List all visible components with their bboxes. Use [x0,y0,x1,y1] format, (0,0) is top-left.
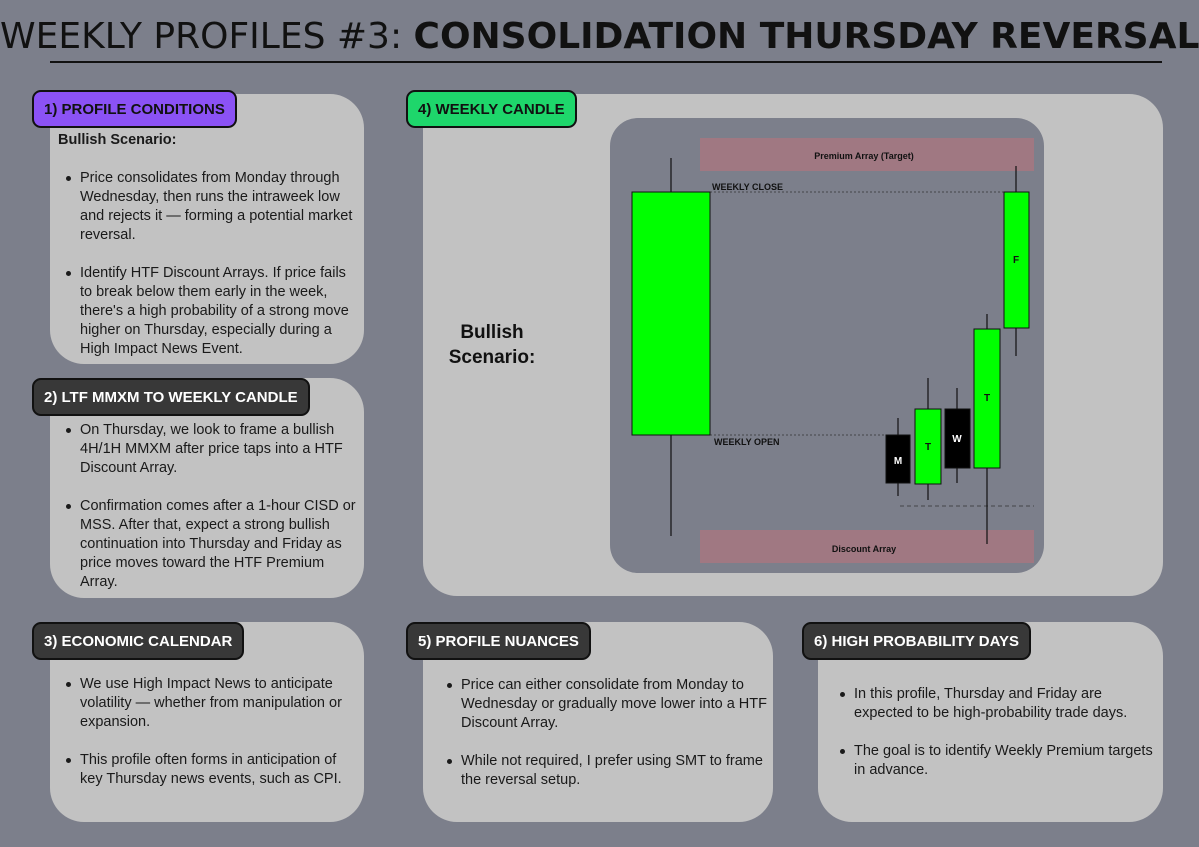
ltf-mmxm-text: On Thursday, we look to frame a bullish … [58,421,360,611]
friday-candle [1003,191,1030,329]
title-main: CONSOLIDATION THURSDAY REVERSAL [413,16,1199,57]
high-probability-days-list: In this profile, Thursday and Friday are… [832,685,1158,780]
weekly-candle-label: 4) WEEKLY CANDLE [406,90,577,128]
profile-conditions-label: 1) PROFILE CONDITIONS [32,90,237,128]
profile-conditions-list: Price consolidates from Monday through W… [58,169,360,359]
economic-calendar-label: 3) ECONOMIC CALENDAR [32,622,245,660]
weekly-open-label: WEEKLY OPEN [714,437,780,447]
weekly-candle-body [631,191,711,436]
list-item: On Thursday, we look to frame a bullish … [58,421,360,478]
tuesday-candle [914,408,942,485]
title-underline [50,61,1162,63]
weekly-close-label: WEEKLY CLOSE [712,182,783,192]
list-item: While not required, I prefer using SMT t… [439,752,769,790]
thursday-candle [973,328,1001,469]
profile-conditions-card [50,94,364,364]
premium-array-zone [700,138,1034,171]
list-item: Identify HTF Discount Arrays. If price f… [58,264,360,359]
premium-array-label: Premium Array (Target) [814,151,914,161]
friday-label: F [1013,255,1019,266]
list-item: Price can either consolidate from Monday… [439,676,769,733]
economic-calendar-text: We use High Impact News to anticipate vo… [58,675,360,808]
list-item: Price consolidates from Monday through W… [58,169,360,245]
wednesday-label: W [952,434,962,445]
monday-label: M [894,456,902,467]
discount-array-zone [700,530,1034,563]
title-prefix: WEEKLY PROFILES #3: [0,16,414,57]
monday-candle [885,434,911,484]
profile-nuances-label: 5) PROFILE NUANCES [406,622,591,660]
profile-nuances-list: Price can either consolidate from Monday… [439,676,769,790]
bullish-scenario-label: Bullish Scenario: [448,322,536,368]
discount-array-label: Discount Array [832,544,896,554]
profile-conditions-text: Bullish Scenario: Price consolidates fro… [58,131,360,378]
economic-calendar-list: We use High Impact News to anticipate vo… [58,675,360,789]
tuesday-label: T [925,442,931,453]
list-item: In this profile, Thursday and Friday are… [832,685,1158,723]
ltf-mmxm-list: On Thursday, we look to frame a bullish … [58,421,360,592]
weekly-candle-chart: Premium Array (Target) Discount Array WE… [610,118,1044,573]
high-probability-days-label: 6) HIGH PROBABILITY DAYS [802,622,1032,660]
list-item: The goal is to identify Weekly Premium t… [832,742,1158,780]
thursday-label: T [984,393,990,404]
wednesday-candle [944,408,971,469]
candle-diagram: Premium Array (Target) Discount Array WE… [631,138,1034,563]
page-title: WEEKLY PROFILES #3: CONSOLIDATION THURSD… [0,16,1199,57]
list-item: We use High Impact News to anticipate vo… [58,675,360,732]
profile-nuances-text: Price can either consolidate from Monday… [439,676,769,809]
list-item: Confirmation comes after a 1-hour CISD o… [58,497,360,592]
profile-conditions-subhead: Bullish Scenario: [58,132,177,148]
list-item: This profile often forms in anticipation… [58,751,360,789]
ltf-mmxm-label: 2) LTF MMXM TO WEEKLY CANDLE [32,378,310,416]
high-probability-days-text: In this profile, Thursday and Friday are… [832,685,1158,799]
